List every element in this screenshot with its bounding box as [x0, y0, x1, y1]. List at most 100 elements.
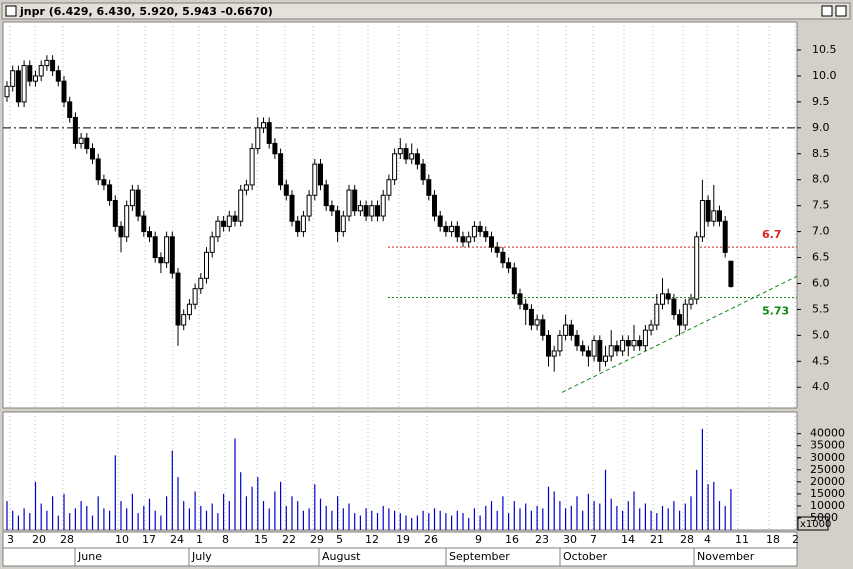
date-label: 20 [32, 533, 46, 546]
candle-body [534, 319, 540, 326]
candle-body [551, 350, 557, 357]
candle-body [563, 324, 569, 336]
candle-body [118, 225, 124, 238]
candle-body [580, 345, 586, 352]
date-label: 24 [170, 533, 184, 546]
date-label: 1 [196, 533, 203, 546]
candle-body [295, 220, 301, 233]
level-label: 5.73 [762, 304, 789, 317]
candle-body [335, 210, 341, 233]
candle-body [72, 116, 78, 144]
candle-body [318, 163, 323, 186]
date-label: 21 [650, 533, 664, 546]
candle-body [397, 148, 403, 155]
month-label: June [77, 550, 102, 563]
candle-body [101, 179, 107, 186]
candle-body [107, 184, 113, 201]
candle-body [711, 210, 717, 222]
candle-body [243, 184, 249, 191]
candle-body [471, 225, 477, 238]
month-label: October [563, 550, 607, 563]
candle-body [141, 215, 147, 233]
candle-body [129, 189, 135, 207]
candle-body [637, 340, 643, 347]
candle-body [90, 148, 95, 160]
y-tick-label: 7.0 [812, 225, 830, 238]
candle-body [278, 153, 284, 186]
candle-body [266, 122, 272, 144]
candle-body [186, 303, 192, 316]
date-label: 16 [505, 533, 519, 546]
candle-body [426, 179, 432, 196]
candle-body [483, 231, 489, 238]
candle-body [614, 345, 620, 352]
date-label: 5 [336, 533, 343, 546]
candle-body [147, 231, 152, 238]
candle-body [375, 205, 380, 217]
y-tick-label: 8.0 [812, 173, 830, 186]
volume-unit-box [797, 516, 829, 531]
candle-body [61, 80, 67, 103]
volume-unit: x1000 [800, 519, 831, 530]
candle-body [209, 236, 215, 253]
candle-body [574, 334, 580, 347]
candle-body [489, 236, 494, 248]
candle-body [221, 220, 227, 227]
month-label: July [191, 550, 212, 563]
candle-body [135, 189, 141, 217]
y-tick-label: 6.0 [812, 276, 830, 289]
candle-body [10, 70, 16, 87]
candle-body [300, 215, 306, 233]
y-tick-label: 9.0 [812, 121, 830, 134]
candle-body [169, 236, 175, 274]
candle-body [454, 225, 460, 238]
candle-body [192, 288, 198, 305]
candle-body [511, 267, 517, 295]
candle-body [226, 215, 232, 227]
candle-body [306, 194, 312, 217]
candle-body [392, 153, 398, 181]
y-tick-label: 5.0 [812, 328, 830, 341]
candle-body [705, 199, 711, 222]
candle-body [78, 137, 84, 144]
candle-body [528, 308, 534, 326]
candle-body [289, 194, 295, 222]
volume-tick-label: 20000 [810, 475, 845, 488]
candle-body [232, 215, 238, 222]
window-icon[interactable] [5, 5, 17, 17]
month-label: August [322, 550, 361, 563]
candle-body [420, 163, 426, 181]
candle-body [449, 225, 455, 233]
restore-button[interactable] [821, 5, 833, 17]
date-label: 9 [475, 533, 482, 546]
candle-body [688, 298, 694, 305]
candle-body [323, 184, 329, 207]
date-panel [2, 531, 798, 567]
candle-body [625, 340, 631, 347]
month-label: November [697, 550, 755, 563]
date-label: 2 [792, 533, 799, 546]
candle-body [238, 189, 244, 222]
volume-tick-label: 10000 [810, 499, 845, 512]
y-tick-label: 10.0 [812, 69, 837, 82]
candle-body [261, 122, 266, 129]
candle-body [500, 251, 506, 264]
month-label: September [449, 550, 510, 563]
candle-body [21, 65, 27, 103]
candle-body [699, 199, 705, 238]
candle-body [631, 340, 637, 347]
candle-body [67, 101, 73, 118]
candle-body [585, 350, 591, 357]
candle-body [642, 329, 648, 347]
date-label: 30 [563, 533, 577, 546]
date-label: 18 [766, 533, 780, 546]
candle-body [597, 340, 603, 362]
candle-body [494, 246, 500, 253]
candle-body [477, 225, 483, 233]
candle-body [50, 59, 56, 72]
candle-body [517, 293, 523, 305]
title-bar [1, 2, 851, 20]
y-tick-label: 6.5 [812, 251, 830, 264]
close-button[interactable] [835, 5, 847, 17]
